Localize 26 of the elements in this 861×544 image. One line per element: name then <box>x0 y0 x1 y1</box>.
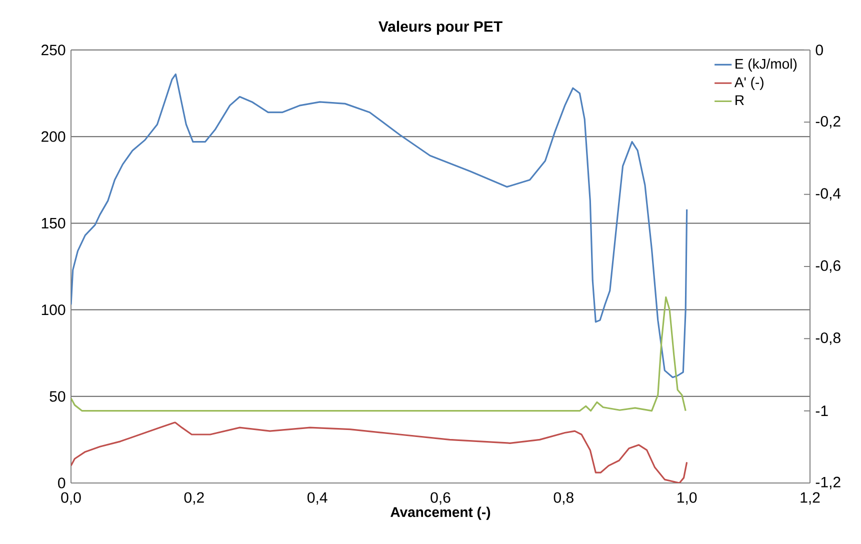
line-series <box>71 73 688 378</box>
y2-tick-label: -0,2 <box>816 116 840 128</box>
x-tick-label: 0,8 <box>554 492 574 505</box>
y2-tick-label: -0,6 <box>816 260 840 273</box>
chart-title: Valeurs pour PET <box>378 20 502 35</box>
y2-tick-label: -0,4 <box>816 188 841 201</box>
x-tick-label: 0,6 <box>430 492 450 505</box>
y-tick-label: 200 <box>42 131 66 142</box>
x-axis-title: Avancement (-) <box>390 506 490 520</box>
legend-label: R <box>736 95 744 105</box>
legend-label: A' (-) <box>734 76 764 90</box>
y2-tick-label: -0,8 <box>816 332 840 345</box>
x-tick-label: 1,2 <box>800 492 820 505</box>
y-tick-label: 150 <box>42 218 66 229</box>
y-tick-label: 250 <box>42 44 66 56</box>
x-tick-label: 0,2 <box>184 492 204 505</box>
y-tick-label: 0 <box>58 478 66 488</box>
y-tick-label: 100 <box>42 304 66 316</box>
x-tick-label: 1,0 <box>678 492 697 505</box>
x-tick-label: 0,0 <box>61 492 81 505</box>
y2-tick-label: -1,2 <box>816 476 840 490</box>
y2-tick-label: 0 <box>816 44 823 56</box>
legend-label: E (kJ/mol) <box>736 58 797 72</box>
y-tick-label: 50 <box>50 391 66 402</box>
x-tick-label: 0,4 <box>307 492 328 505</box>
y2-tick-label: -1 <box>816 406 828 416</box>
